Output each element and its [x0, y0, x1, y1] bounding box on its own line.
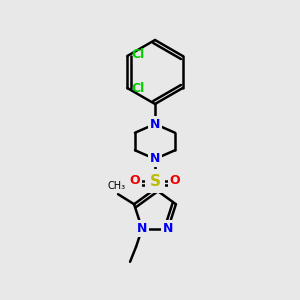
Text: Cl: Cl	[131, 82, 145, 94]
Text: N: N	[137, 222, 147, 235]
Text: S: S	[149, 173, 161, 188]
Text: N: N	[150, 118, 160, 130]
Text: O: O	[130, 175, 140, 188]
Text: CH₃: CH₃	[107, 181, 125, 191]
Text: N: N	[163, 222, 173, 235]
Text: O: O	[170, 175, 180, 188]
Text: Cl: Cl	[131, 49, 145, 62]
Text: N: N	[150, 152, 160, 166]
